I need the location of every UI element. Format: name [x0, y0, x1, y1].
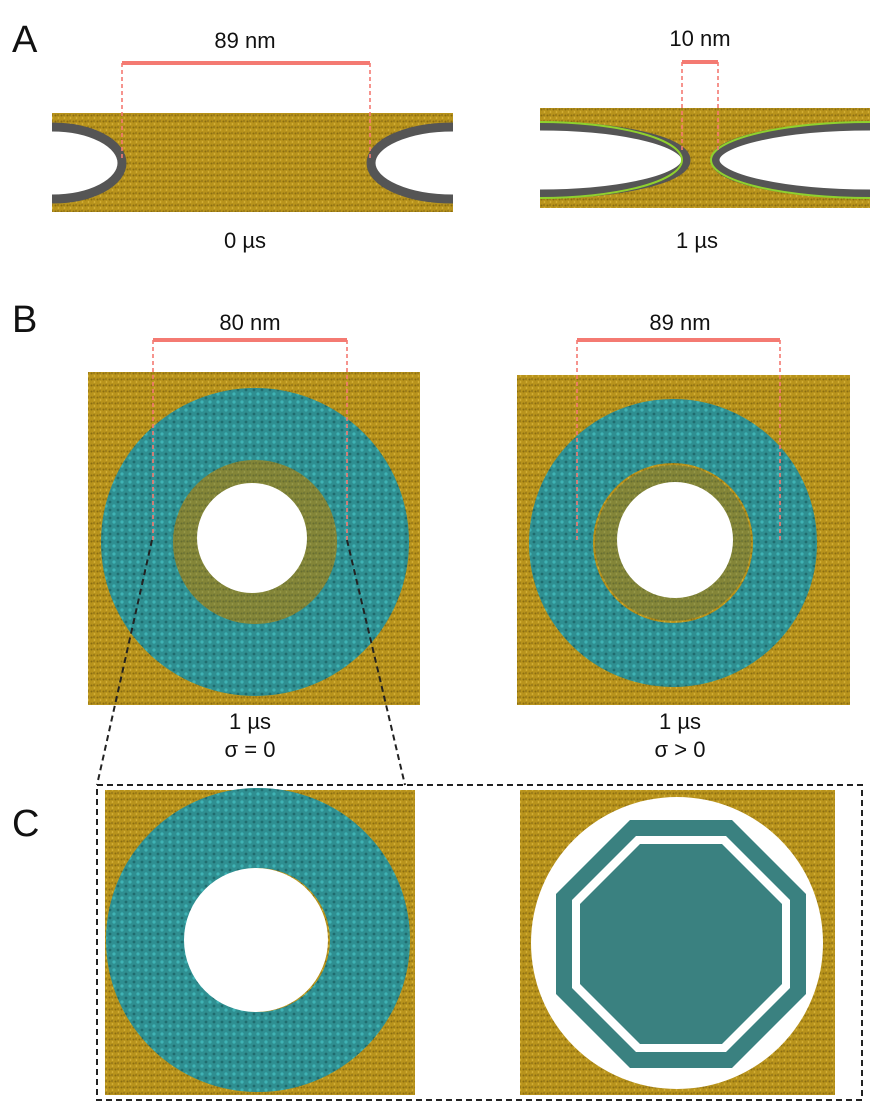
pore — [617, 482, 733, 598]
zoom-line — [346, 539, 406, 786]
pore-ring — [106, 788, 410, 1092]
pore — [197, 483, 307, 593]
scale-label: 10 nm — [669, 26, 730, 51]
zoom-box — [96, 784, 863, 1101]
panel-label: A — [12, 19, 38, 61]
octagon-inner — [580, 844, 782, 1044]
panel-label: B — [12, 299, 37, 341]
pore — [184, 868, 328, 1012]
zoom-line — [96, 539, 153, 786]
membrane-tube — [52, 113, 453, 212]
panel-label: C — [12, 803, 39, 845]
pore-ring — [529, 399, 817, 687]
scale-label: 89 nm — [649, 310, 710, 335]
condition-label: σ = 0 — [225, 737, 276, 762]
scale-label: 89 nm — [214, 28, 275, 53]
time-label: 1 µs — [676, 228, 718, 253]
time-label: 0 µs — [224, 228, 266, 253]
pore-ring — [101, 388, 409, 696]
membrane-neck — [540, 108, 870, 208]
condition-label: σ > 0 — [655, 737, 706, 762]
scale-label: 80 nm — [219, 310, 280, 335]
time-label: 1 µs — [659, 709, 701, 734]
time-label: 1 µs — [229, 709, 271, 734]
